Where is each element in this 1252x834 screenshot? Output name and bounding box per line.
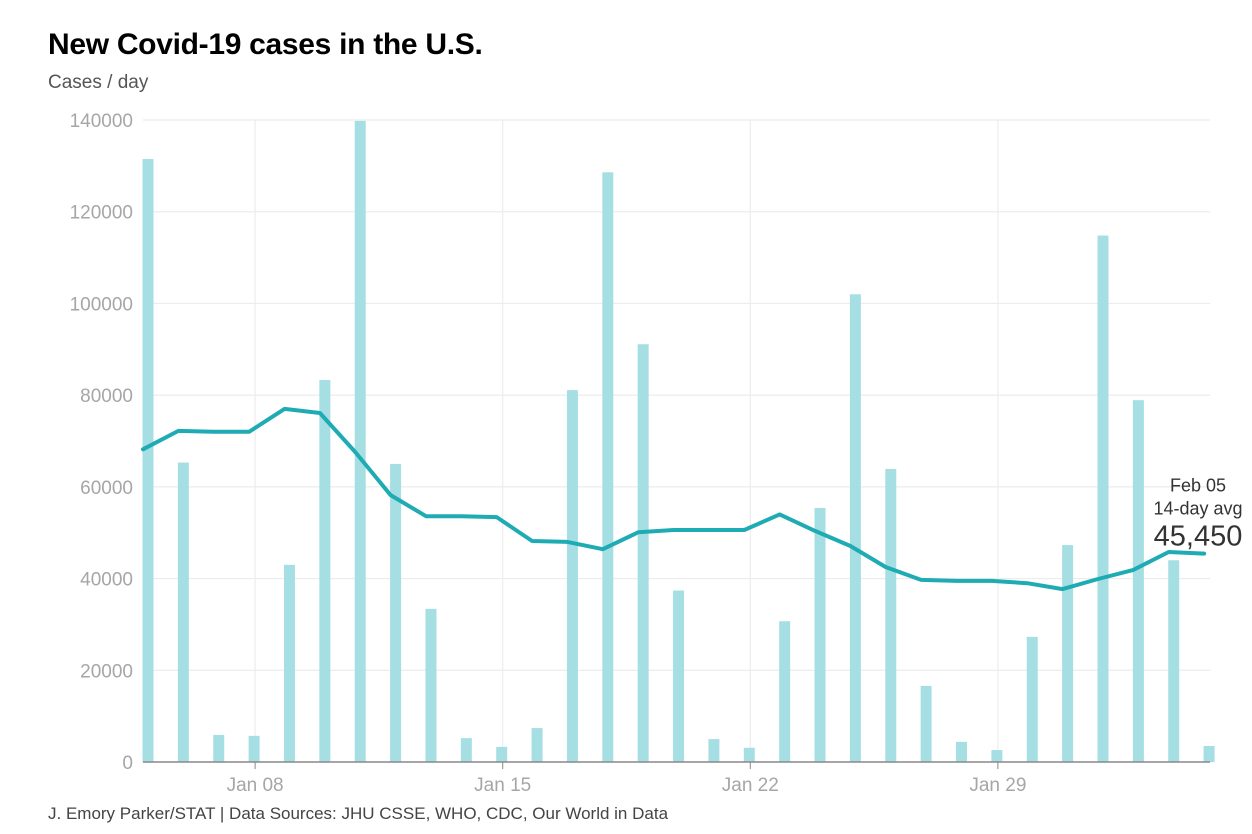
annotation-label: 14-day avg: [1153, 499, 1242, 519]
bar-jan-16: [531, 728, 543, 762]
y-tick-label: 140000: [70, 111, 133, 132]
bar-jan-07: [213, 734, 225, 762]
y-tick-label: 80000: [80, 386, 133, 407]
chart-subtitle: Cases / day: [48, 72, 149, 93]
bar-jan-30: [1026, 636, 1038, 762]
bar-jan-06: [177, 462, 189, 762]
line-series: [141, 406, 1207, 592]
bar-jan-18: [602, 172, 614, 762]
annotation: Feb 05 14-day avg 45,450: [1153, 476, 1242, 553]
x-tick-label: Jan 29: [969, 775, 1026, 796]
bar-jan-27: [920, 685, 932, 762]
y-tick-label: 120000: [70, 203, 133, 224]
y-tick-label: 40000: [80, 570, 133, 591]
bar-jan-17: [566, 390, 578, 762]
x-tick-label: Jan 15: [474, 775, 531, 796]
bar-jan-26: [885, 468, 897, 762]
y-tick-label: 60000: [80, 478, 133, 499]
chart-title: New Covid-19 cases in the U.S.: [48, 28, 483, 61]
bar-feb-03: [1168, 560, 1180, 762]
bar-jan-23: [779, 621, 791, 762]
bar-jan-21: [708, 739, 720, 762]
bar-feb-01: [1097, 235, 1109, 762]
bar-jan-11: [354, 120, 366, 763]
bar-jan-25: [849, 294, 861, 762]
bar-jan-31: [1062, 545, 1074, 762]
bar-jan-15: [496, 746, 508, 762]
x-axis-ticks: Jan 08 Jan 15 Jan 22 Jan 29: [227, 762, 1026, 796]
bar-jan-14: [460, 738, 472, 762]
y-tick-label: 0: [122, 753, 133, 774]
bar-feb-04: [1203, 745, 1215, 762]
source-credit: J. Emory Parker/STAT | Data Sources: JHU…: [48, 804, 669, 823]
bar-jan-29: [991, 750, 1003, 762]
bar-jan-28: [956, 741, 968, 762]
bar-jan-13: [425, 608, 437, 762]
bar-jan-24: [814, 507, 826, 762]
y-axis-ticks: 0 20000 40000 60000 80000 100000 120000 140000: [70, 111, 133, 774]
bar-jan-09: [283, 564, 295, 762]
bar-jan-20: [673, 590, 685, 762]
x-tick-label: Jan 22: [722, 775, 779, 796]
bar-jan-22: [743, 747, 755, 762]
annotation-value: 45,450: [1154, 521, 1243, 553]
x-tick-label: Jan 08: [227, 775, 284, 796]
y-tick-label: 100000: [70, 294, 133, 315]
annotation-date: Feb 05: [1170, 476, 1226, 496]
y-tick-label: 20000: [80, 661, 133, 682]
bar-jan-12: [390, 463, 402, 762]
avg-line: [141, 406, 1207, 592]
bar-jan-05: [142, 158, 154, 762]
bar-jan-08: [248, 735, 260, 762]
bar-jan-19: [637, 344, 649, 762]
bar-series: [142, 120, 1215, 763]
bar-feb-02: [1132, 400, 1144, 762]
bar-jan-10: [319, 380, 331, 762]
